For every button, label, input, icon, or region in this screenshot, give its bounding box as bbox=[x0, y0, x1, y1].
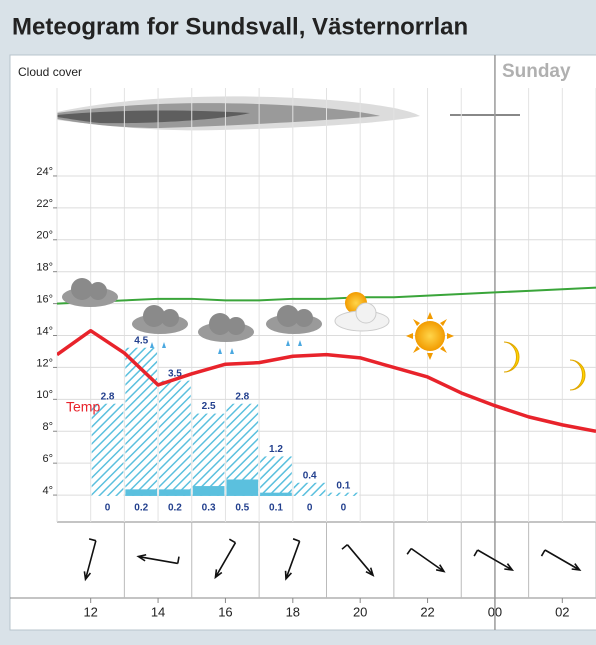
precip-max-bar bbox=[293, 482, 326, 496]
y-tick-label: 24° bbox=[36, 166, 53, 178]
y-tick-label: 14° bbox=[36, 325, 53, 337]
precip-min-label: 0 bbox=[341, 503, 347, 514]
precip-max-label: 2.8 bbox=[235, 391, 249, 402]
x-tick-label: 20 bbox=[353, 604, 367, 619]
precip-min-bar bbox=[260, 492, 292, 496]
temperature-line bbox=[57, 328, 596, 433]
precip-max-label: 2.5 bbox=[202, 401, 216, 412]
secondary-line bbox=[57, 286, 596, 305]
cloud-cover bbox=[57, 96, 520, 131]
y-tick-label: 12° bbox=[36, 357, 53, 369]
precip-max-label: 1.2 bbox=[269, 444, 283, 455]
precip-min-bar bbox=[159, 489, 191, 496]
wind-arrow bbox=[341, 544, 375, 577]
precip-min-label: 0.2 bbox=[134, 503, 148, 514]
precip-min-bar bbox=[226, 479, 259, 496]
x-tick-label: 12 bbox=[83, 604, 97, 619]
precip-min-label: 0 bbox=[105, 503, 111, 514]
y-tick-label: 16° bbox=[36, 294, 53, 306]
wind-arrow bbox=[406, 547, 446, 573]
precip-max-bar bbox=[327, 492, 360, 496]
y-tick-label: 22° bbox=[36, 198, 53, 210]
precip-min-label: 0.1 bbox=[269, 503, 283, 514]
precip-max-label: 4.5 bbox=[134, 335, 148, 346]
x-tick-label: 14 bbox=[151, 604, 165, 619]
precip-max-bar bbox=[125, 347, 158, 496]
precip-max-bar bbox=[192, 413, 225, 496]
x-tick-label: 22 bbox=[420, 604, 434, 619]
y-tick-label: 8° bbox=[42, 421, 53, 433]
cloud-label: Cloud cover bbox=[18, 65, 82, 79]
y-tick-label: 6° bbox=[42, 453, 53, 465]
x-tick-label: 18 bbox=[286, 604, 300, 619]
precip-max-label: 0.1 bbox=[336, 480, 350, 491]
precip-max-label: 2.8 bbox=[101, 391, 115, 402]
precip-max-bar bbox=[260, 456, 292, 496]
wind-arrow bbox=[540, 549, 582, 572]
precip-min-bar bbox=[125, 489, 158, 496]
precip-min-label: 0 bbox=[307, 503, 313, 514]
precip-min-label: 0.5 bbox=[235, 503, 249, 514]
precip-max-bar bbox=[159, 380, 191, 496]
precip-max-label: 3.5 bbox=[168, 368, 182, 379]
wind-arrow bbox=[214, 538, 237, 580]
y-tick-label: 20° bbox=[36, 230, 53, 242]
series-label: Temp bbox=[66, 399, 100, 415]
precip-min-label: 0.2 bbox=[168, 503, 182, 514]
y-tick-label: 4° bbox=[42, 485, 53, 497]
precip-max-label: 0.4 bbox=[303, 470, 317, 481]
day-label: Sunday bbox=[502, 61, 571, 82]
y-tick-label: 10° bbox=[36, 389, 53, 401]
x-tick-label: 16 bbox=[218, 604, 232, 619]
page-title: Meteogram for Sundsvall, Västernorrlan bbox=[12, 13, 468, 40]
weather-icons bbox=[62, 278, 586, 391]
y-tick-label: 18° bbox=[36, 262, 53, 274]
x-tick-label: 02 bbox=[555, 604, 569, 619]
precip-min-bar bbox=[192, 486, 225, 496]
precip-max-bar bbox=[91, 403, 124, 496]
wind-arrow bbox=[83, 538, 97, 582]
wind-arrow bbox=[136, 553, 180, 565]
wind-arrow bbox=[284, 538, 301, 581]
wind-arrow bbox=[473, 549, 515, 572]
precip-min-label: 0.3 bbox=[202, 503, 216, 514]
